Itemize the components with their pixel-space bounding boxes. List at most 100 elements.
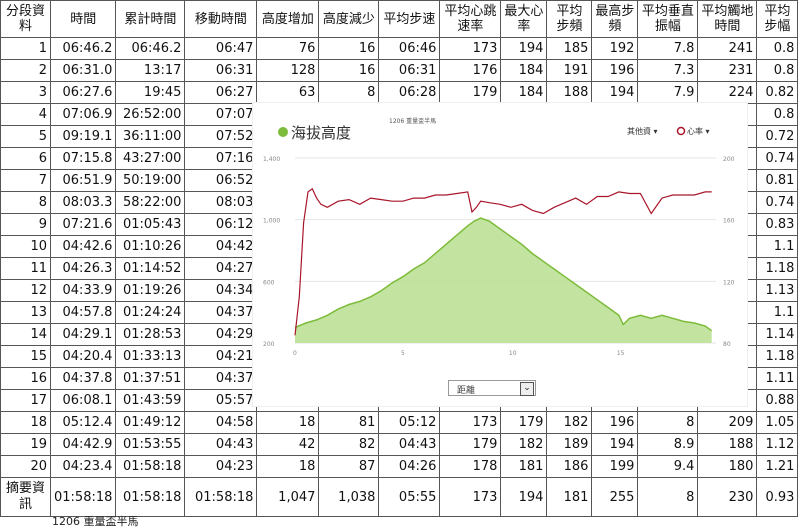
table-cell: 42 (256, 433, 320, 456)
table-cell: 20 (0, 455, 51, 478)
table-cell: 04:37 (184, 301, 258, 324)
column-header: 平均垂直振幅 (637, 0, 699, 38)
table-cell: 43:27:00 (115, 147, 186, 170)
table-cell: 04:33.9 (49, 279, 117, 302)
table-cell: 01:28:53 (115, 323, 186, 346)
table-cell: 185 (546, 37, 593, 60)
x-tick-label: 5 (401, 350, 405, 357)
table-cell: 0.88 (756, 389, 799, 412)
table-cell: 36:11:00 (115, 125, 186, 148)
summary-cell: 173 (439, 477, 502, 517)
table-cell: 06:52 (184, 169, 258, 192)
table-cell: 06:31 (184, 59, 258, 82)
summary-cell: 230 (697, 477, 758, 517)
table-cell: 01:19:26 (115, 279, 186, 302)
table-cell: 192 (591, 37, 639, 60)
table-cell: 8 (0, 191, 51, 214)
table-cell: 231 (697, 59, 758, 82)
table-cell: 1.11 (756, 367, 799, 390)
table-cell: 06:08.1 (49, 389, 117, 412)
table-cell: 04:42 (184, 235, 258, 258)
table-row: 20 04:23.4 01:58:18 04:23 18 87 04:26 178 181 186… (0, 455, 799, 478)
table-cell: 6 (0, 147, 51, 170)
table-cell: 01:43:59 (115, 389, 186, 412)
table-cell: 76 (256, 37, 320, 60)
table-cell: 07:07 (184, 103, 258, 126)
table-cell: 07:06.9 (49, 103, 117, 126)
legend-marker-heart-rate (676, 126, 686, 136)
chevron-down-icon[interactable]: ⌄ (520, 382, 534, 396)
table-cell: 04:26 (378, 455, 441, 478)
table-cell: 0.74 (756, 147, 799, 170)
chart-title: 1206 重量盃半馬 (389, 117, 436, 125)
x-tick-label: 10 (509, 350, 517, 357)
table-row: 18 05:12.4 01:49:12 04:58 18 81 05:12 173 179 182… (0, 411, 799, 434)
table-cell: 04:20.4 (49, 345, 117, 368)
table-cell: 04:29 (184, 323, 258, 346)
table-cell: 7.9 (637, 81, 699, 104)
table-cell: 01:10:26 (115, 235, 186, 258)
table-cell: 04:23.4 (49, 455, 117, 478)
table-row: 19 04:42.9 01:53:55 04:43 42 82 04:43 179 182 189… (0, 433, 799, 456)
table-cell: 16 (0, 367, 51, 390)
y-left-tick-label: 1,400 (263, 156, 280, 163)
table-cell: 182 (546, 411, 593, 434)
table-cell: 06:28 (378, 81, 441, 104)
column-header: 移動時間 (184, 0, 258, 38)
legend-marker-elevation (278, 127, 288, 137)
table-cell: 01:49:12 (115, 411, 186, 434)
table-cell: 1.14 (756, 323, 799, 346)
table-cell: 04:34 (184, 279, 258, 302)
table-cell: 0.72 (756, 125, 799, 148)
y-left-tick-label: 600 (263, 279, 275, 286)
table-cell: 224 (697, 81, 758, 104)
x-tick-label: 15 (617, 350, 625, 357)
y-right-tick-label: 160 (723, 218, 735, 225)
table-cell: 07:15.8 (49, 147, 117, 170)
table-cell: 0.8 (756, 59, 799, 82)
table-cell: 180 (697, 455, 758, 478)
table-cell: 04:37.8 (49, 367, 117, 390)
table-cell: 179 (500, 411, 548, 434)
table-cell: 1.05 (756, 411, 799, 434)
table-cell: 7.8 (637, 37, 699, 60)
summary-cell: 8 (637, 477, 699, 517)
table-cell: 06:46.2 (115, 37, 186, 60)
table-cell: 06:12 (184, 213, 258, 236)
table-cell: 16 (318, 59, 380, 82)
table-cell: 1.13 (756, 279, 799, 302)
table-cell: 0.83 (756, 213, 799, 236)
table-cell: 04:57.8 (49, 301, 117, 324)
column-header: 平均心跳速率 (439, 0, 502, 38)
table-cell: 08:03.3 (49, 191, 117, 214)
x-axis-selector[interactable]: 距離 ⌄ (448, 380, 536, 396)
table-cell: 14 (0, 323, 51, 346)
table-cell: 08:03 (184, 191, 258, 214)
table-cell: 173 (439, 37, 502, 60)
table-cell: 191 (546, 59, 593, 82)
table-cell: 16 (318, 37, 380, 60)
table-cell: 05:12.4 (49, 411, 117, 434)
summary-cell: 255 (591, 477, 639, 517)
table-cell: 188 (546, 81, 593, 104)
table-cell: 04:26.3 (49, 257, 117, 280)
table-cell: 196 (591, 59, 639, 82)
table-cell: 184 (500, 59, 548, 82)
legend-elevation-label: 海拔高度 (291, 124, 351, 142)
table-cell: 184 (500, 81, 548, 104)
table-cell: 0.82 (756, 81, 799, 104)
y-left-tick-label: 200 (263, 341, 275, 348)
table-cell: 87 (318, 455, 380, 478)
y-right-tick-label: 80 (723, 341, 731, 348)
table-cell: 17 (0, 389, 51, 412)
column-header: 高度增加 (256, 0, 320, 38)
table-cell: 06:27.6 (49, 81, 117, 104)
table-cell: 8.9 (637, 433, 699, 456)
table-cell: 0.81 (756, 169, 799, 192)
column-header: 最大心率 (500, 0, 548, 38)
table-cell: 1.12 (756, 433, 799, 456)
table-cell: 179 (439, 433, 502, 456)
summary-cell: 181 (546, 477, 593, 517)
table-cell: 07:52 (184, 125, 258, 148)
summary-label: 摘要資訊 (0, 477, 51, 517)
